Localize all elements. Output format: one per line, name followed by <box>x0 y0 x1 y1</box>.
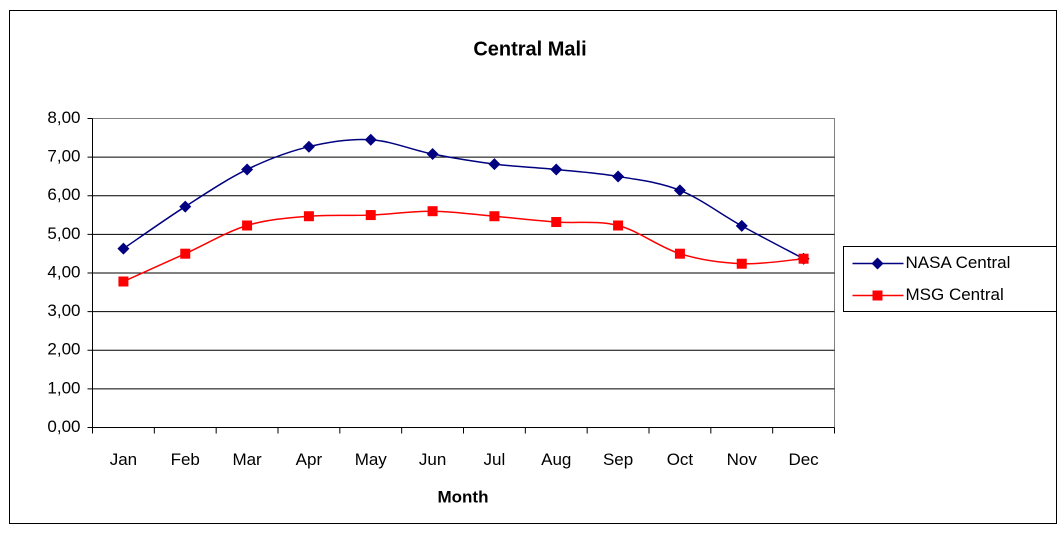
y-tick-label: 8,00 <box>47 108 80 127</box>
data-point <box>427 206 438 217</box>
legend-marker <box>871 257 884 270</box>
data-point <box>365 210 376 221</box>
x-tick-label: Sep <box>603 450 633 469</box>
data-point <box>613 220 624 231</box>
x-tick-label: Jan <box>110 450 137 469</box>
data-point <box>612 170 625 183</box>
y-tick-label: 4,00 <box>47 262 80 281</box>
data-point <box>118 276 129 287</box>
legend-label: MSG Central <box>906 285 1004 304</box>
data-point <box>673 184 686 197</box>
data-point <box>489 211 500 222</box>
y-tick-label: 0,00 <box>47 417 80 436</box>
data-point <box>179 200 192 213</box>
data-point <box>551 217 562 228</box>
y-tick-label: 7,00 <box>47 147 80 166</box>
x-tick-label: Jun <box>419 450 446 469</box>
x-axis-title: Month <box>438 487 489 506</box>
legend-marker <box>872 290 883 301</box>
y-tick-label: 3,00 <box>47 301 80 320</box>
y-tick-label: 1,00 <box>47 378 80 397</box>
x-tick-label: Aug <box>541 450 571 469</box>
data-point <box>302 140 315 153</box>
series-line <box>122 138 804 260</box>
x-tick-label: Jul <box>484 450 506 469</box>
data-point <box>180 248 191 259</box>
x-tick-label: Feb <box>171 450 200 469</box>
y-tick-label: 6,00 <box>47 185 80 204</box>
data-point <box>241 163 254 176</box>
data-point <box>735 219 748 232</box>
y-tick-label: 2,00 <box>47 340 80 359</box>
data-point <box>364 133 377 146</box>
x-tick-label: May <box>355 450 388 469</box>
x-tick-label: Nov <box>727 450 758 469</box>
legend-box <box>843 246 1057 312</box>
data-point <box>674 248 685 259</box>
y-tick-label: 5,00 <box>47 224 80 243</box>
chart-title: Central Mali <box>473 38 586 60</box>
legend-label: NASA Central <box>906 253 1011 272</box>
data-point <box>117 242 130 255</box>
x-tick-label: Mar <box>232 450 262 469</box>
x-tick-label: Oct <box>667 450 694 469</box>
data-point <box>303 211 314 222</box>
x-tick-label: Dec <box>788 450 819 469</box>
data-point <box>426 148 439 161</box>
x-tick-label: Apr <box>296 450 323 469</box>
data-point <box>736 258 747 269</box>
data-point <box>550 163 563 176</box>
data-point <box>488 158 501 171</box>
data-point <box>798 253 809 264</box>
data-point <box>242 220 253 231</box>
